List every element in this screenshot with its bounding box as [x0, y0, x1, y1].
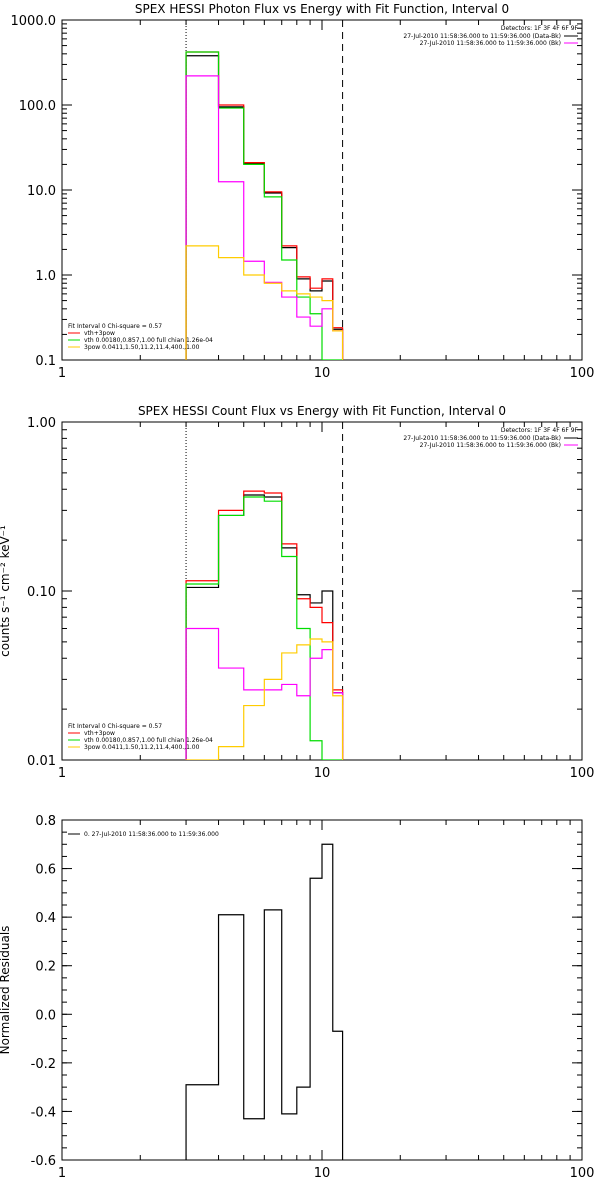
- series-3-line: [185, 51, 344, 360]
- y-tick-label: 10.0: [27, 184, 56, 199]
- series-5-line: [185, 245, 344, 360]
- series-1-line: [185, 55, 344, 360]
- legend-left-entry-2: vth 0.00180,0.857,1.00 full chian 1.26e-…: [84, 337, 213, 344]
- x-tick-label: 10: [314, 1166, 331, 1181]
- y-axis-label: counts s⁻¹ cm⁻² keV⁻¹: [0, 525, 12, 657]
- legend-right-entry-1: 27-Jul-2010 11:58:36.000 to 11:59:36.000…: [403, 435, 561, 442]
- legend-left-entry-3: 3pow 0.0411,1.50,11.2,11.4,400.,1.00: [84, 344, 200, 351]
- chart-panel-2: SPEX HESSI Count Flux vs Energy with Fit…: [0, 404, 594, 781]
- chart-title: SPEX HESSI Count Flux vs Energy with Fit…: [138, 404, 506, 418]
- legend-left-entry-1: vth+3pow: [84, 330, 115, 337]
- legend-fit-header: Fit Interval 0 Chi-square = 0.57: [68, 723, 162, 730]
- legend-detectors: Detectors: 1F 3F 4F 6F 9F: [501, 427, 579, 434]
- chart-panel-3: 1 10 100 -0.6 -0.4 -0.2 0.0 0.2 0.4 0.6 0.8 Normali…: [0, 814, 594, 1181]
- x-tick-label: 100: [570, 766, 595, 781]
- chart-panel-1: SPEX HESSI Photon Flux vs Energy with Fi…: [11, 2, 595, 381]
- x-tick-label: 10: [314, 766, 331, 781]
- y-tick-label: 0.6: [35, 863, 56, 878]
- plot-area: [185, 422, 344, 760]
- series-1-line: [185, 843, 344, 1160]
- y-tick-label: -0.2: [31, 1057, 56, 1072]
- y-axis-label: Normalized Residuals: [0, 926, 12, 1055]
- y-tick-label: 0.10: [27, 585, 56, 600]
- plot-area: [185, 20, 344, 360]
- y-tick-label: 0.2: [35, 960, 56, 975]
- chart-title: SPEX HESSI Photon Flux vs Energy with Fi…: [135, 2, 509, 16]
- y-tick-label: 1.0: [35, 269, 56, 284]
- plot-area: [185, 843, 344, 1160]
- series-5-line: [185, 638, 344, 760]
- y-tick-label: 0.1: [35, 354, 56, 369]
- legend-right-entry-2: 27-Jul-2010 11:58:36.000 to 11:59:36.000…: [420, 40, 561, 47]
- legend-fit-header: Fit Interval 0 Chi-square = 0.57: [68, 323, 162, 330]
- y-tick-label: 1.00: [27, 416, 56, 431]
- x-tick-label: 100: [570, 366, 595, 381]
- legend-right-entry-2: 27-Jul-2010 11:58:36.000 to 11:59:36.000…: [420, 442, 561, 449]
- y-tick-label: 0.8: [35, 814, 56, 829]
- series-2-line: [185, 490, 344, 760]
- series-4-line: [185, 75, 344, 360]
- y-tick-label: 0.01: [27, 754, 56, 769]
- x-tick-label: 100: [570, 1166, 595, 1181]
- legend-left-entry-1: vth+3pow: [84, 730, 115, 737]
- series-3-line: [185, 496, 344, 760]
- series-2-line: [185, 51, 344, 360]
- legend-left-entry-1: 0. 27-Jul-2010 11:58:36.000 to 11:59:36.…: [84, 831, 219, 838]
- y-tick-label: 1000.0: [11, 14, 57, 29]
- y-tick-label: 100.0: [19, 99, 56, 114]
- legend-left-entry-3: 3pow 0.0411,1.50,11.2,11.4,400.,1.00: [84, 744, 200, 751]
- legend-right-entry-1: 27-Jul-2010 11:58:36.000 to 11:59:36.000…: [403, 33, 561, 40]
- y-tick-label: 0.0: [35, 1008, 56, 1023]
- y-tick-label: -0.6: [31, 1154, 56, 1169]
- legend-detectors: Detectors: 1F 3F 4F 6F 9F: [501, 25, 579, 32]
- y-tick-label: -0.4: [31, 1105, 56, 1120]
- y-tick-label: 0.4: [35, 911, 56, 926]
- legend-left-entry-2: vth 0.00180,0.857,1.00 full chian 1.26e-…: [84, 737, 213, 744]
- x-tick-label: 1: [58, 366, 66, 381]
- x-tick-label: 1: [58, 1166, 66, 1181]
- x-tick-label: 1: [58, 766, 66, 781]
- x-tick-label: 10: [314, 366, 331, 381]
